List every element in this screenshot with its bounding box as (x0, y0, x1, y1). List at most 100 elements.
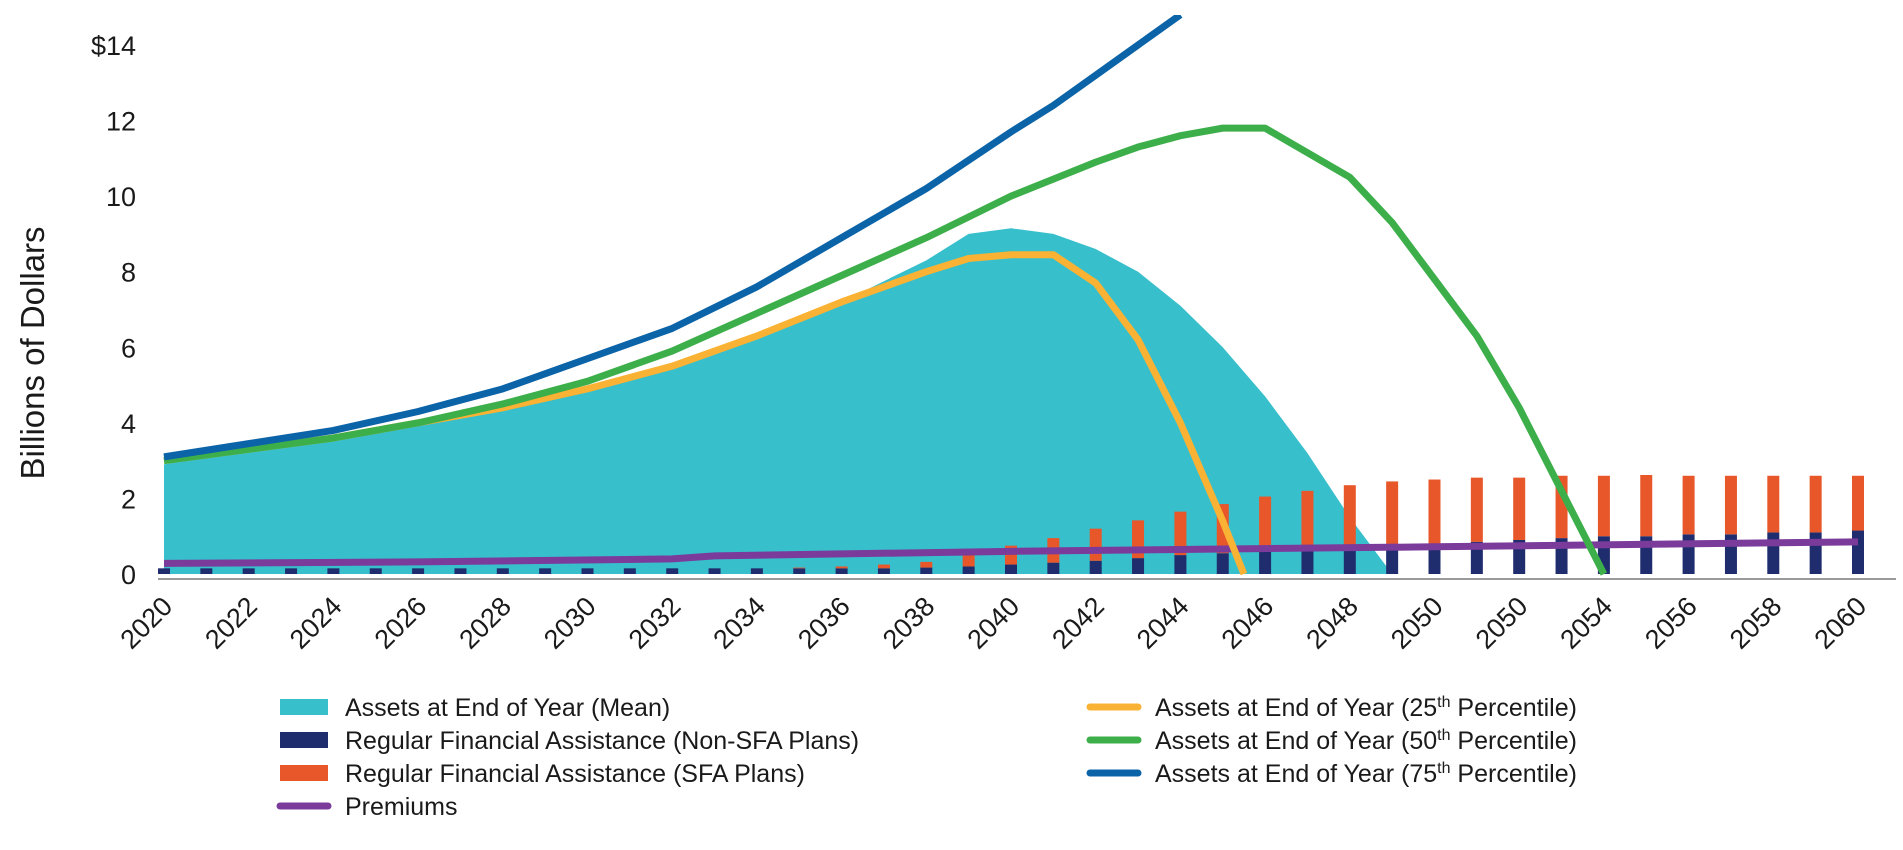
x-tick-label: 2032 (623, 591, 687, 655)
bar-non-sfa (412, 568, 425, 574)
bar-non-sfa (327, 568, 340, 574)
bar-non-sfa (962, 566, 975, 574)
bar-non-sfa (920, 567, 933, 574)
bar-sfa (1513, 477, 1526, 540)
bar-sfa (962, 553, 975, 567)
legend-label-p75: Assets at End of Year (75th Percentile) (1155, 760, 1577, 788)
mean-area-layer (164, 228, 1393, 574)
x-tick-label: 2050 (1470, 591, 1534, 655)
bar-sfa (1470, 477, 1483, 542)
line-layer (163, 15, 1859, 576)
bar-non-sfa (200, 568, 213, 574)
bar-sfa (835, 566, 848, 569)
y-tick-label: 10 (106, 182, 136, 212)
bar-non-sfa (793, 568, 806, 574)
bar-non-sfa (581, 568, 594, 574)
bar-non-sfa (1174, 555, 1187, 574)
bar-non-sfa (1047, 562, 1060, 574)
bar-non-sfa (750, 568, 763, 574)
bar-non-sfa (369, 568, 382, 574)
y-tick-label: 2 (121, 484, 136, 514)
bar-sfa (1724, 475, 1737, 535)
bar-non-sfa (1809, 532, 1822, 574)
bar-non-sfa (1301, 549, 1314, 574)
x-tick-label: 2044 (1131, 591, 1195, 655)
bar-sfa (877, 564, 890, 569)
bar-sfa (1852, 475, 1864, 531)
x-tick-label: 2022 (199, 591, 263, 655)
bar-non-sfa (708, 568, 721, 574)
x-tick-label: 2042 (1046, 591, 1110, 655)
bar-non-sfa (1216, 553, 1229, 574)
bar-non-sfa (496, 568, 509, 574)
bar-non-sfa (1132, 558, 1145, 574)
x-tick-label: 2048 (1300, 591, 1364, 655)
bar-sfa (1343, 485, 1356, 548)
bar-layer (158, 475, 1864, 574)
legend-swatch-sfa (280, 765, 328, 781)
bar-sfa (920, 561, 933, 568)
legend-label-p25: Assets at End of Year (25th Percentile) (1155, 694, 1577, 722)
legend: Assets at End of Year (Mean) Regular Fina… (276, 694, 1577, 821)
bar-non-sfa (1005, 564, 1017, 574)
bar-non-sfa (877, 568, 890, 574)
x-tick-label: 2026 (369, 591, 433, 655)
bar-non-sfa (242, 568, 255, 574)
y-tick-label: $14 (91, 31, 136, 61)
bar-sfa (1301, 490, 1314, 550)
bar-sfa (1682, 475, 1695, 535)
bar-sfa (1428, 479, 1441, 544)
bar-non-sfa (539, 568, 552, 574)
bar-non-sfa (1767, 532, 1780, 574)
y-tick-label: 4 (121, 409, 136, 439)
legend-label-p50: Assets at End of Year (50th Percentile) (1155, 727, 1577, 755)
bar-non-sfa (454, 568, 467, 574)
bar-non-sfa (835, 568, 848, 574)
bar-non-sfa (1470, 541, 1483, 574)
x-tick-label: 2046 (1216, 591, 1280, 655)
bar-non-sfa (1852, 530, 1864, 574)
x-tick-label: 2060 (1809, 591, 1873, 655)
x-tick-label: 2034 (707, 591, 771, 655)
bar-non-sfa (1259, 551, 1272, 574)
legend-label-non_sfa: Regular Financial Assistance (Non-SFA Pl… (345, 727, 859, 755)
bar-sfa (1259, 496, 1272, 552)
premiums-line (163, 538, 1859, 567)
x-tick-label: 2058 (1724, 591, 1788, 655)
bar-non-sfa (1089, 560, 1102, 574)
legend-label-premiums: Premiums (345, 793, 458, 821)
x-tick-label: 2028 (453, 591, 517, 655)
x-tick-label: 2050 (1385, 591, 1449, 655)
bar-non-sfa (1682, 534, 1695, 574)
x-tick-label: 2030 (538, 591, 602, 655)
x-tick-label: 2056 (1639, 591, 1703, 655)
plot-area (158, 15, 1864, 576)
bar-sfa (1174, 511, 1187, 556)
bar-sfa (1809, 475, 1822, 533)
bar-sfa (1640, 475, 1653, 537)
bar-non-sfa (666, 568, 679, 574)
p50-line (163, 124, 1608, 576)
bar-non-sfa (1343, 547, 1356, 574)
bar-sfa (1386, 481, 1399, 546)
bar-sfa (1089, 528, 1102, 561)
bar-sfa (793, 567, 806, 569)
bar-non-sfa (285, 568, 298, 574)
y-tick-label: 8 (121, 258, 136, 288)
mean-assets-area (164, 228, 1393, 574)
bar-sfa (1597, 475, 1610, 537)
bar-non-sfa (623, 568, 636, 574)
x-tick-label: 2038 (877, 591, 941, 655)
bar-non-sfa (158, 568, 170, 574)
x-tick-label: 2040 (962, 591, 1026, 655)
legend-label-mean_area: Assets at End of Year (Mean) (345, 694, 670, 722)
y-tick-label: 12 (106, 107, 136, 137)
x-tick-label: 2054 (1554, 591, 1618, 655)
x-axis-ticks: 2020 2022 2024 2026 2028 2030 2032 2034 2036 2038… (115, 591, 1873, 655)
bar-sfa (1767, 475, 1780, 533)
x-tick-label: 2036 (792, 591, 856, 655)
bar-non-sfa (1386, 545, 1399, 574)
legend-label-sfa: Regular Financial Assistance (SFA Plans) (345, 760, 805, 788)
y-tick-label: 6 (121, 333, 136, 363)
